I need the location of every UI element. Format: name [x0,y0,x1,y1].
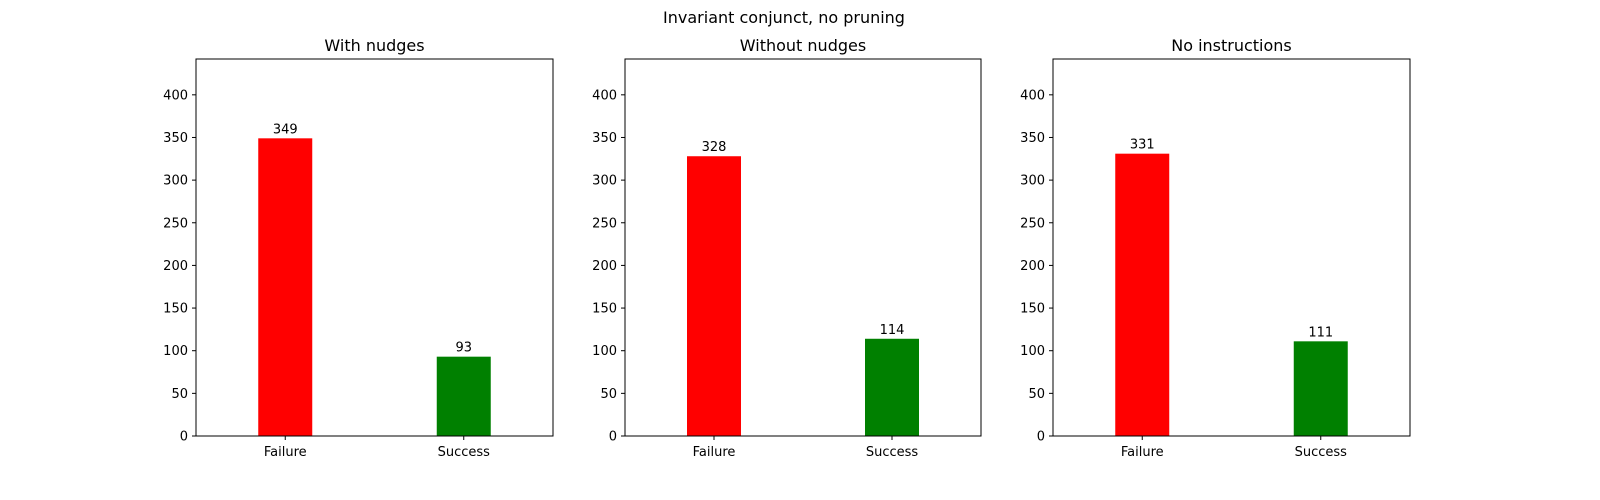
axes-frame [624,58,982,437]
y-tick-label: 300 [592,174,617,189]
y-tick-label: 0 [609,430,617,445]
y-tick-label: 150 [163,302,188,317]
bar-value-label: 328 [702,140,727,155]
bar-success [865,338,919,436]
x-tick-label: Failure [1121,445,1164,460]
bar-success [436,356,491,436]
x-tick-label: Failure [693,445,736,460]
bar-value-label: 114 [880,323,905,338]
subplot-title: Without nudges [740,36,866,55]
chart-panel-1: With nudges 349 Failure 93 Success 0 50 100 150 2… [163,36,554,460]
bar-value-label: 349 [273,122,298,137]
bar-failure [687,156,741,436]
y-tick-label: 300 [163,174,188,189]
chart-panel-2: Without nudges 328 Failure 114 Success 0 50 100… [592,36,982,460]
figure-title: Invariant conjunct, no pruning [663,8,905,27]
y-tick-label: 250 [1020,216,1045,231]
y-tick-label: 50 [171,387,188,402]
bar-value-label: 93 [455,341,472,356]
x-tick-label: Success [438,445,491,460]
y-tick-label: 400 [163,88,188,103]
y-tick-label: 350 [1020,131,1045,146]
subplot-title: No instructions [1171,36,1292,55]
y-tick-label: 200 [163,259,188,274]
y-tick-label: 0 [1037,430,1045,445]
y-tick-label: 350 [163,131,188,146]
bar-failure [1115,153,1170,437]
y-tick-label: 100 [163,344,188,359]
y-tick-label: 0 [180,430,188,445]
y-tick-label: 100 [592,344,617,359]
y-tick-label: 50 [1028,387,1045,402]
x-tick-label: Failure [264,445,307,460]
y-tick-label: 150 [1020,302,1045,317]
bar-success [1293,341,1348,436]
subplot-title: With nudges [324,36,424,55]
y-tick-label: 400 [1020,88,1045,103]
y-tick-label: 250 [592,216,617,231]
x-tick-label: Success [1295,445,1348,460]
chart-panel-3: No instructions 331 Failure 111 Success 0 50 10… [1020,36,1411,460]
y-tick-label: 350 [592,131,617,146]
y-tick-label: 50 [600,387,617,402]
y-tick-label: 300 [1020,174,1045,189]
y-tick-label: 400 [592,88,617,103]
bar-value-label: 111 [1308,325,1333,340]
y-tick-label: 200 [592,259,617,274]
y-tick-label: 100 [1020,344,1045,359]
chart-panels: With nudges 349 Failure 93 Success 0 50 100 150 2… [163,36,1411,460]
axes-frame [195,58,554,437]
bar-failure [258,138,313,436]
y-tick-label: 150 [592,302,617,317]
x-tick-label: Success [866,445,919,460]
bar-value-label: 331 [1130,138,1155,153]
y-tick-label: 250 [163,216,188,231]
axes-frame [1052,58,1411,437]
y-tick-label: 200 [1020,259,1045,274]
